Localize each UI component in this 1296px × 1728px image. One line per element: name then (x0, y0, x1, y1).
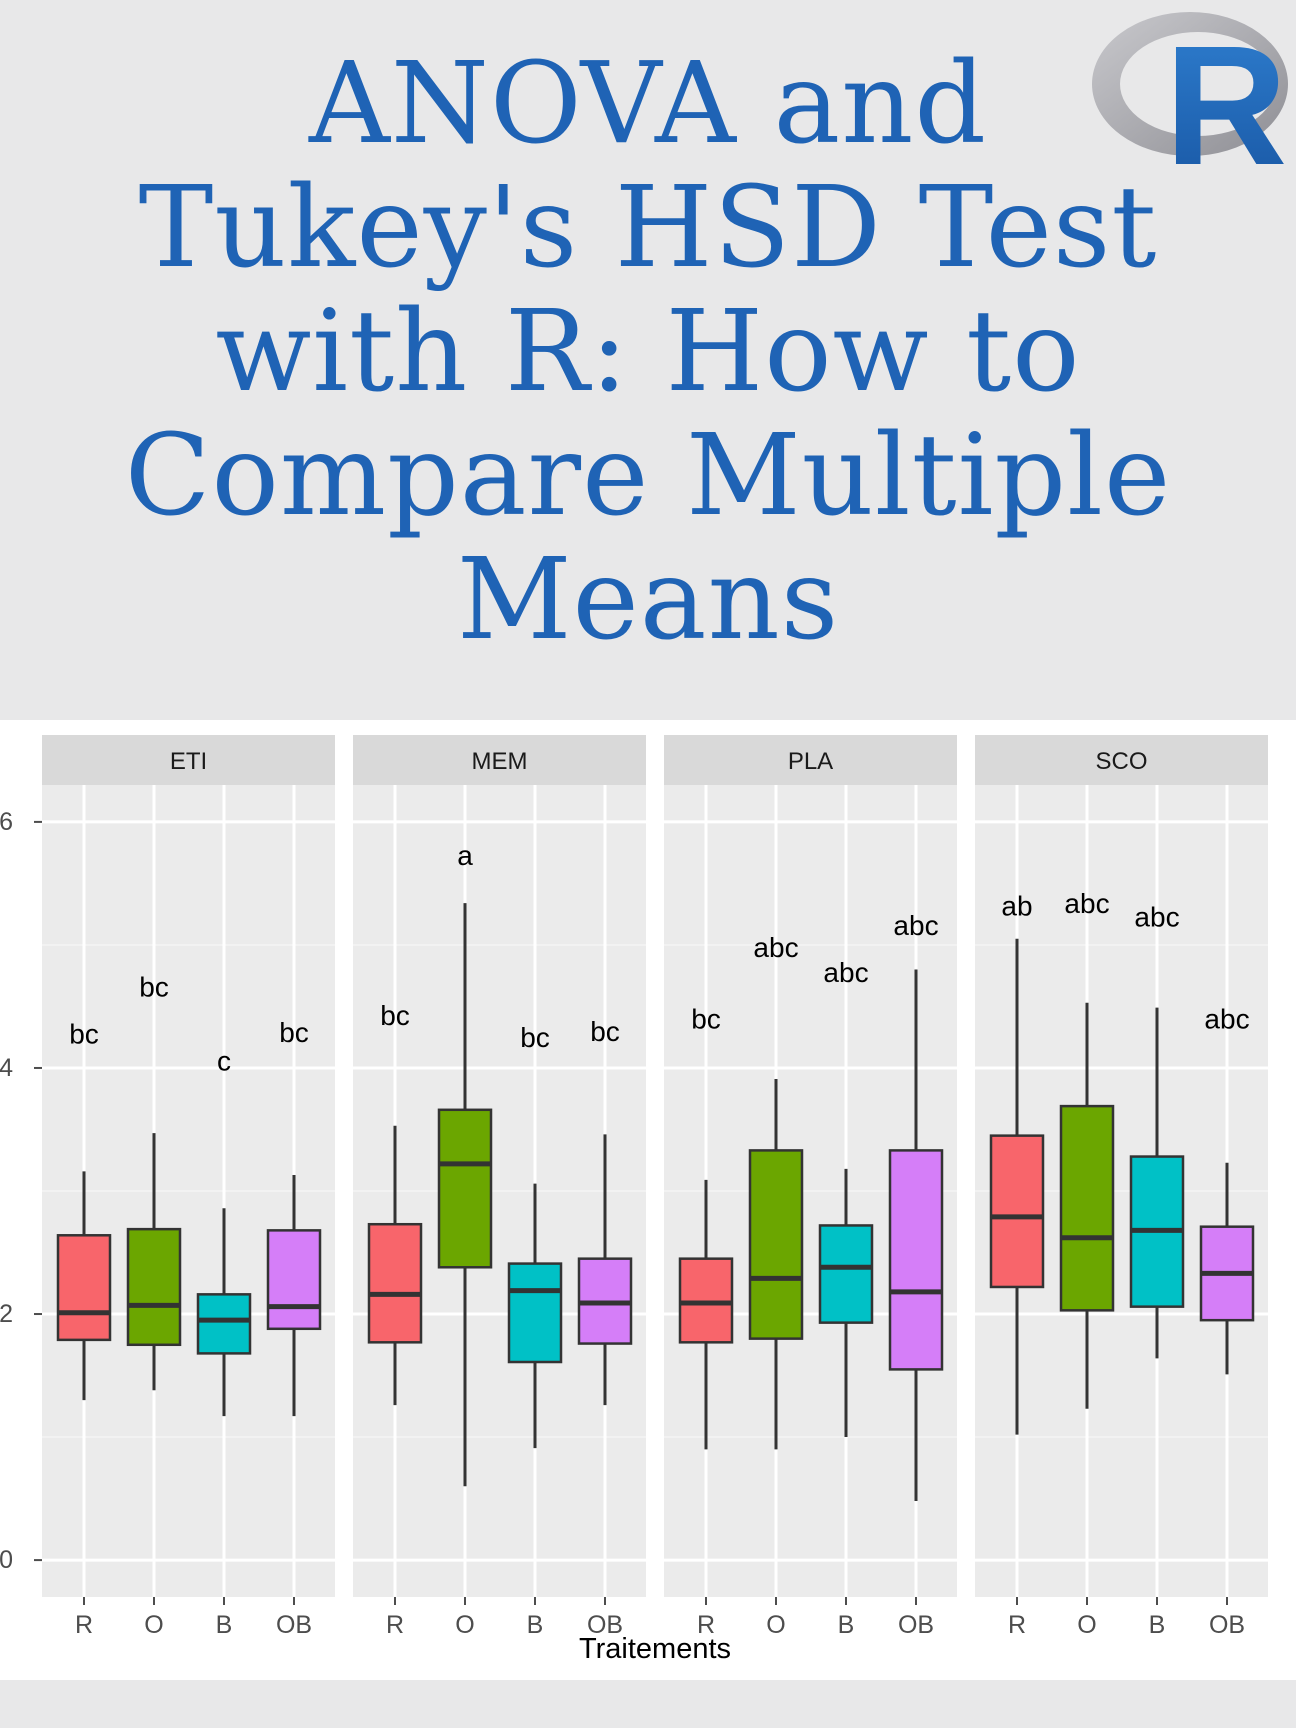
box-body (196, 1293, 252, 1355)
boxplot-chart: 0.00.20.40.6ETIbcRbcOcBbcOBMEMbcRaObcBbc… (0, 735, 1268, 1665)
r-logo-icon: R (1092, 11, 1288, 174)
facet-strip (42, 735, 335, 785)
box-body (989, 1134, 1045, 1289)
box-o: bc (126, 972, 182, 1391)
title-line: ANOVA and (308, 39, 988, 169)
box-r: bc (56, 1018, 112, 1401)
box-body (437, 1108, 493, 1269)
box-r: bc (678, 1004, 734, 1450)
x-tick-label: R (697, 1611, 715, 1639)
y-tick-label: 0.0 (0, 1546, 13, 1574)
group-letter: abc (1204, 1004, 1249, 1035)
x-tick-label: B (1149, 1611, 1166, 1639)
box-r: bc (367, 1000, 423, 1406)
logo-letter: R (1165, 11, 1288, 174)
title-line: Tukey's HSD Test (138, 163, 1158, 293)
x-tick-label: OB (276, 1611, 312, 1639)
group-letter: bc (139, 972, 169, 1003)
group-letter: abc (1134, 901, 1179, 932)
x-tick-label: OB (1209, 1611, 1245, 1639)
x-tick-label: O (766, 1611, 785, 1639)
group-letter: bc (69, 1018, 99, 1049)
y-tick-label: 0.4 (0, 1054, 13, 1082)
group-letter: bc (691, 1004, 721, 1035)
x-tick-label: O (144, 1611, 163, 1639)
y-tick-label: 0.2 (0, 1300, 13, 1328)
x-tick-label: R (75, 1611, 93, 1639)
group-letter: bc (279, 1017, 309, 1048)
group-letter: bc (590, 1016, 620, 1047)
box-body (507, 1262, 563, 1364)
facet-label: PLA (788, 748, 833, 775)
x-tick-label: B (838, 1611, 855, 1639)
group-letter: ab (1001, 890, 1032, 921)
box-r: ab (989, 890, 1045, 1435)
box-body (367, 1222, 423, 1344)
x-tick-label: OB (587, 1611, 623, 1639)
facet-panel-mem: MEM bc Ra Obc Bbc OB (353, 735, 646, 1639)
group-letter: abc (823, 957, 868, 988)
group-letter: bc (380, 1000, 410, 1031)
title-line: with R: How to (215, 287, 1081, 417)
group-letter: abc (753, 932, 798, 963)
box-body (748, 1149, 804, 1340)
box-b: abc (818, 957, 874, 1438)
box-ob: bc (577, 1016, 633, 1406)
x-tick-label: OB (898, 1611, 934, 1639)
group-letter: abc (893, 910, 938, 941)
x-tick-label: B (527, 1611, 544, 1639)
box-ob: abc (888, 910, 944, 1502)
box-b: abc (1129, 901, 1185, 1359)
box-body (818, 1224, 874, 1324)
group-letter: a (457, 840, 473, 871)
facet-label: SCO (1095, 748, 1147, 775)
box-o: abc (1059, 888, 1115, 1409)
facet-label: ETI (170, 748, 207, 775)
facet-panel-eti: ETI bc Rbc Oc Bbc OB (42, 735, 335, 1639)
facet-strip (664, 735, 957, 785)
box-b: bc (507, 1022, 563, 1449)
x-tick-label: R (386, 1611, 404, 1639)
title-line: Compare Multiple (124, 411, 1172, 541)
x-tick-label: B (216, 1611, 233, 1639)
box-body (266, 1229, 322, 1331)
box-body (56, 1234, 112, 1342)
box-body (1059, 1104, 1115, 1312)
y-tick-label: 0.6 (0, 808, 13, 836)
group-letter: abc (1064, 888, 1109, 919)
facet-strip (353, 735, 646, 785)
box-ob: abc (1199, 1004, 1255, 1375)
facet-label: MEM (472, 748, 528, 775)
group-letter: c (217, 1045, 231, 1076)
page-title: ANOVA and Tukey's HSD Test with R: How t… (40, 42, 1256, 662)
box-o: abc (748, 932, 804, 1450)
x-tick-label: O (1077, 1611, 1096, 1639)
x-tick-label: R (1008, 1611, 1026, 1639)
group-letter: bc (520, 1022, 550, 1053)
box-body (126, 1227, 182, 1347)
facet-strip (975, 735, 1268, 785)
box-ob: bc (266, 1017, 322, 1417)
x-tick-label: O (455, 1611, 474, 1639)
box-body (888, 1149, 944, 1371)
x-axis-label: Traitements (579, 1633, 731, 1665)
box-o: a (437, 840, 493, 1487)
chart-panel: 0.00.20.40.6ETIbcRbcOcBbcOBMEMbcRaObcBbc… (0, 720, 1296, 1680)
title-line: Means (456, 535, 840, 665)
box-b: c (196, 1045, 252, 1417)
logo-ring (1092, 12, 1288, 156)
